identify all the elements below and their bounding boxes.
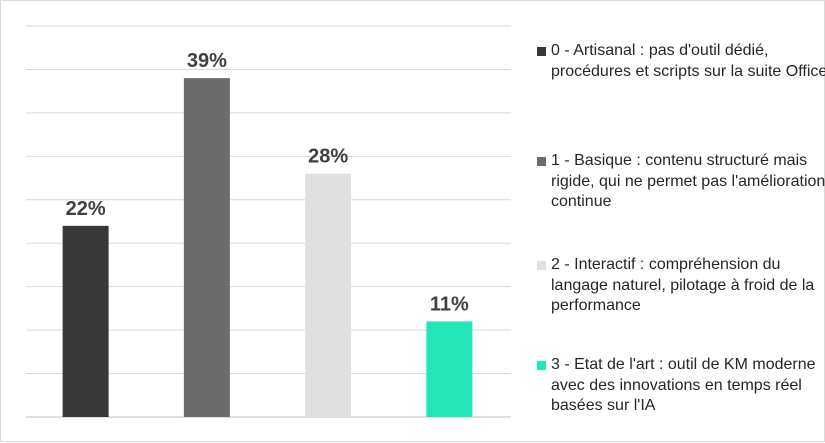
data-labels: 22% 39% 28% 11% (66, 50, 469, 315)
legend-label-1: 1 - Basique : contenu structuré mais rig… (551, 152, 825, 210)
legend-label-2: 2 - Interactif : compréhension du langag… (551, 256, 815, 314)
data-label-1: 39% (187, 50, 227, 72)
data-label-2: 28% (308, 146, 348, 168)
legend-item-0: 0 - Artisanal : pas d'outil dédié, procé… (537, 41, 825, 82)
bar-3 (426, 321, 473, 417)
legend-swatch-1 (537, 157, 546, 166)
legend-item-3: 3 - Etat de l'art : outil de KM moderne … (537, 355, 825, 417)
legend-swatch-0 (537, 47, 546, 56)
legend-item-2: 2 - Interactif : compréhension du langag… (537, 255, 825, 317)
bar-2 (305, 173, 352, 417)
data-label-0: 22% (66, 198, 106, 220)
legend-swatch-2 (537, 261, 546, 270)
legend-item-1: 1 - Basique : contenu structuré mais rig… (537, 151, 825, 213)
legend-label-3: 3 - Etat de l'art : outil de KM moderne … (551, 356, 816, 414)
bar-1 (183, 78, 230, 417)
data-label-3: 11% (430, 293, 469, 315)
legend-swatch-3 (537, 361, 546, 370)
bar-chart-plot: 22% 39% 28% 11% (26, 25, 511, 418)
bar-0 (62, 225, 109, 417)
legend-label-0: 0 - Artisanal : pas d'outil dédié, procé… (551, 42, 825, 80)
bars (62, 78, 473, 417)
